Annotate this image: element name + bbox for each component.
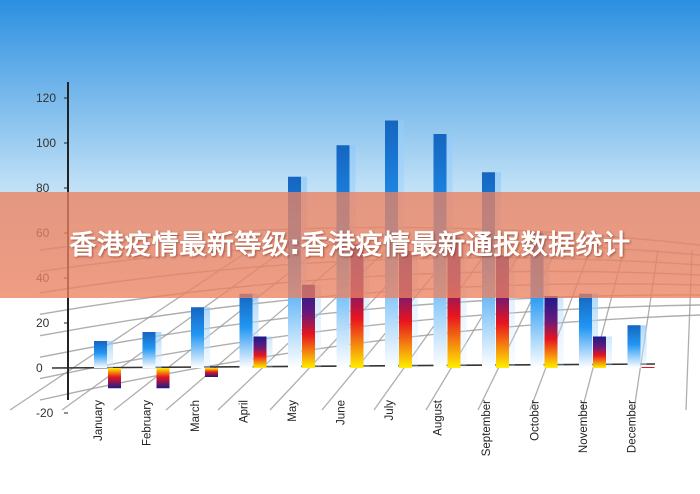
banner-title: 香港疫情最新等级:香港疫情最新通报数据统计 [69,229,631,261]
bar-series-2 [302,284,315,368]
title-banner: 香港疫情最新等级:香港疫情最新通报数据统计 [0,192,700,298]
x-tick-label: February [142,400,154,446]
y-tick-label: 100 [36,136,56,150]
bar-series-2 [108,368,121,389]
y-tick-label: 120 [36,91,56,105]
x-tick-label: January [93,400,105,441]
x-tick-label: September [481,400,493,456]
x-tick-label: October [530,400,542,441]
x-tick-label: May [287,400,299,422]
x-tick-label: November [578,400,590,453]
bar-series-2 [641,367,655,368]
bar-series-2 [253,336,267,368]
x-tick-label: April [239,400,251,423]
bar-series-2 [593,336,606,368]
x-tick-label: June [336,400,348,425]
y-tick-label: 80 [36,181,50,195]
bar-series-2 [544,296,558,368]
y-tick-label: 20 [36,316,50,330]
x-tick-label: July [384,400,396,421]
y-tick-label: -20 [36,406,54,420]
bar-series-1 [142,332,156,368]
bar-series-1 [579,293,592,368]
bar-series-1 [191,307,204,368]
bar-series-1 [94,341,107,368]
bar-series-2 [156,368,170,389]
bar-series-1 [239,293,253,368]
x-tick-label: December [627,400,639,453]
tick-labels: -20020406080100120JanuaryFebruaryMarchAp… [36,91,639,456]
bar-series-1 [627,325,641,368]
x-tick-label: August [433,399,445,436]
x-tick-label: March [190,400,202,432]
y-tick-label: 0 [36,361,43,375]
bar-series-2 [205,368,218,377]
